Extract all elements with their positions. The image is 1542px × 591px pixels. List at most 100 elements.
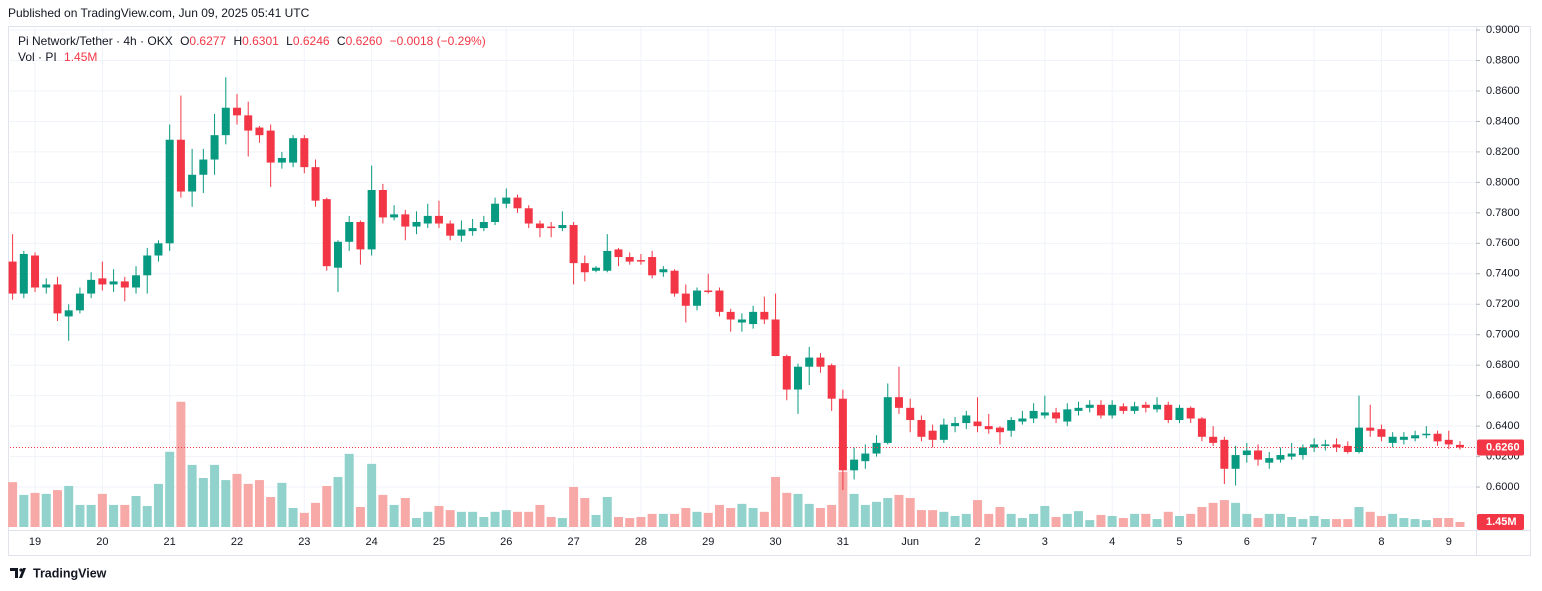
volume-bar: [198, 478, 208, 527]
candle-body: [1343, 445, 1352, 453]
volume-bar: [849, 493, 859, 527]
candle-body: [1130, 406, 1139, 411]
volume-bar: [1085, 520, 1095, 527]
candle-body: [143, 255, 152, 276]
volume-bar: [692, 511, 702, 527]
volume-bar: [389, 504, 399, 527]
volume-bar: [1354, 506, 1364, 527]
candle-body: [1141, 404, 1150, 408]
ohlc-key: L: [286, 34, 293, 48]
candle-body: [872, 442, 881, 454]
volume-bar: [748, 508, 758, 527]
candle-body: [1388, 436, 1397, 443]
volume-bar: [557, 518, 567, 527]
grid: [10, 27, 1475, 530]
volume-bar: [254, 480, 264, 527]
volume-bar: [355, 506, 365, 527]
last-price-tag: [1477, 439, 1524, 456]
volume-bar: [445, 510, 455, 527]
volume-bar: [1320, 519, 1330, 527]
x-tick-label: 7: [1311, 536, 1317, 548]
brand-logo: [10, 568, 26, 578]
y-tick-label: 0.6800: [1486, 359, 1520, 371]
candle-body: [1444, 439, 1453, 445]
volume-bar: [311, 502, 321, 527]
candle-body: [87, 279, 96, 294]
candle-body: [176, 139, 185, 192]
volume-bar: [793, 493, 803, 527]
volume-bar: [19, 494, 29, 527]
volume-bar: [905, 498, 915, 527]
candle-body: [1096, 404, 1105, 416]
volume-bar: [1152, 519, 1162, 527]
y-tick-label: 0.8600: [1486, 85, 1520, 97]
y-tick-label: 0.8400: [1486, 115, 1520, 127]
candle-body: [1018, 418, 1027, 422]
chart-frame: [8, 26, 1531, 556]
y-tick-label: 0.6400: [1486, 420, 1520, 432]
candle-body: [266, 130, 275, 163]
candle-body: [401, 214, 410, 227]
candle-body: [446, 223, 455, 236]
volume-bar: [625, 518, 635, 527]
candle-body: [277, 158, 286, 163]
volume-bar: [1141, 513, 1151, 527]
volume-bar: [838, 471, 848, 527]
volume-bar: [1130, 513, 1140, 527]
candle-body: [1029, 410, 1038, 419]
volume-bar: [97, 493, 107, 527]
volume-bar: [580, 498, 590, 527]
volume-bar: [86, 504, 96, 527]
volume-bar: [322, 485, 332, 527]
candle-body: [1422, 433, 1431, 436]
candle-body: [322, 199, 331, 267]
volume-bar: [1455, 521, 1465, 527]
x-tick-label: 2: [974, 536, 980, 548]
y-tick-label: 0.7400: [1486, 268, 1520, 280]
candle-body: [1209, 436, 1218, 443]
candle-body: [726, 311, 735, 320]
volume-bar: [277, 482, 287, 527]
candle-body: [356, 221, 365, 250]
volume-bar: [1444, 518, 1454, 527]
volume-bar: [1410, 519, 1420, 527]
volume-bar: [109, 504, 119, 527]
change: −0.0018 (−0.29%): [390, 34, 486, 48]
candle-body: [255, 127, 264, 136]
candle-body: [1085, 404, 1094, 408]
volume-bar: [412, 518, 422, 527]
candle-body: [659, 269, 668, 273]
x-tick-label: 30: [769, 536, 781, 548]
candle-body: [1399, 436, 1408, 440]
candle-body: [838, 398, 847, 471]
candle-body: [1265, 458, 1274, 463]
candle-body: [603, 250, 612, 271]
x-tick-label: 31: [837, 536, 849, 548]
y-tick-label: 0.7000: [1486, 329, 1520, 341]
candle-body: [468, 228, 477, 232]
candle-body: [345, 221, 354, 242]
volume-bar: [1421, 520, 1431, 527]
candle-body: [210, 135, 219, 160]
x-tick-label: 20: [96, 536, 108, 548]
volume-bar: [1365, 511, 1375, 527]
volume-bar: [928, 510, 938, 527]
volume-bar: [714, 504, 724, 527]
y-tick-label: 0.8800: [1486, 54, 1520, 66]
candle-body: [715, 290, 724, 312]
volume-bar: [1163, 511, 1173, 527]
volume-bar: [737, 503, 747, 527]
candle-body: [1355, 427, 1363, 453]
candle-body: [625, 257, 634, 262]
volume-bar: [950, 515, 960, 527]
candle-body: [973, 421, 982, 427]
ohlc-key: H: [233, 34, 242, 48]
x-tick-label: 28: [635, 536, 647, 548]
volume-bar: [30, 492, 40, 527]
volume-bar: [670, 513, 680, 527]
volume-bar: [973, 500, 983, 527]
candle-body: [984, 426, 993, 430]
volume-bar: [916, 510, 926, 527]
